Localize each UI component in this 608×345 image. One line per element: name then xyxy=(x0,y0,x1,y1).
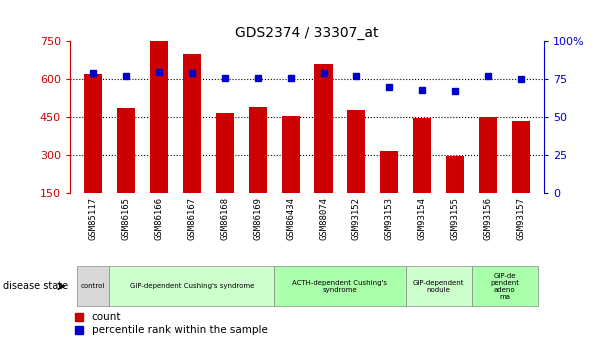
Text: GSM86166: GSM86166 xyxy=(154,197,164,240)
Text: GSM86165: GSM86165 xyxy=(122,197,130,240)
Text: GSM93155: GSM93155 xyxy=(451,197,460,240)
Text: GSM88074: GSM88074 xyxy=(319,197,328,240)
Text: GSM93157: GSM93157 xyxy=(517,197,525,240)
Bar xyxy=(347,110,365,193)
Text: GSM85117: GSM85117 xyxy=(89,197,97,240)
Bar xyxy=(77,266,109,306)
Bar xyxy=(109,266,274,306)
Bar xyxy=(117,108,135,193)
Text: GIP-de
pendent
adeno
ma: GIP-de pendent adeno ma xyxy=(490,273,519,300)
Text: control: control xyxy=(81,283,105,289)
Text: GSM93154: GSM93154 xyxy=(418,197,427,240)
Bar xyxy=(472,266,537,306)
Text: GSM93153: GSM93153 xyxy=(385,197,394,240)
Text: GSM93152: GSM93152 xyxy=(352,197,361,240)
Text: GSM86434: GSM86434 xyxy=(286,197,295,240)
Text: ACTH-dependent Cushing's
syndrome: ACTH-dependent Cushing's syndrome xyxy=(292,280,387,293)
Bar xyxy=(150,40,168,193)
Bar xyxy=(479,117,497,193)
Bar xyxy=(413,118,431,193)
Bar xyxy=(381,151,398,193)
Bar xyxy=(446,156,465,193)
Text: GSM93156: GSM93156 xyxy=(484,197,492,240)
Legend: count, percentile rank within the sample: count, percentile rank within the sample xyxy=(75,312,268,335)
Bar xyxy=(314,64,333,193)
Bar xyxy=(406,266,472,306)
Bar xyxy=(216,113,233,193)
Text: GIP-dependent
nodule: GIP-dependent nodule xyxy=(413,280,465,293)
Bar xyxy=(512,121,530,193)
Bar xyxy=(84,74,102,193)
Bar xyxy=(282,116,300,193)
Text: GSM86167: GSM86167 xyxy=(187,197,196,240)
Title: GDS2374 / 33307_at: GDS2374 / 33307_at xyxy=(235,26,379,40)
Bar xyxy=(249,107,267,193)
Bar xyxy=(183,54,201,193)
Text: disease state: disease state xyxy=(4,282,69,291)
Bar xyxy=(274,266,406,306)
Text: GSM86168: GSM86168 xyxy=(220,197,229,240)
Text: GIP-dependent Cushing's syndrome: GIP-dependent Cushing's syndrome xyxy=(130,283,254,289)
Text: GSM86169: GSM86169 xyxy=(253,197,262,240)
